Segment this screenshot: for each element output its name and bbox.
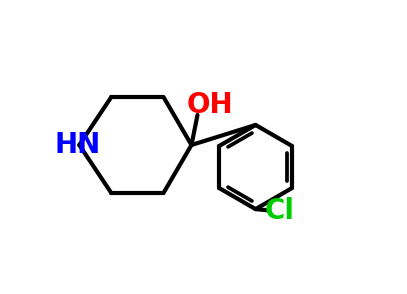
Text: Cl: Cl [265, 197, 295, 225]
Text: OH: OH [186, 91, 233, 119]
Text: HN: HN [54, 131, 101, 159]
